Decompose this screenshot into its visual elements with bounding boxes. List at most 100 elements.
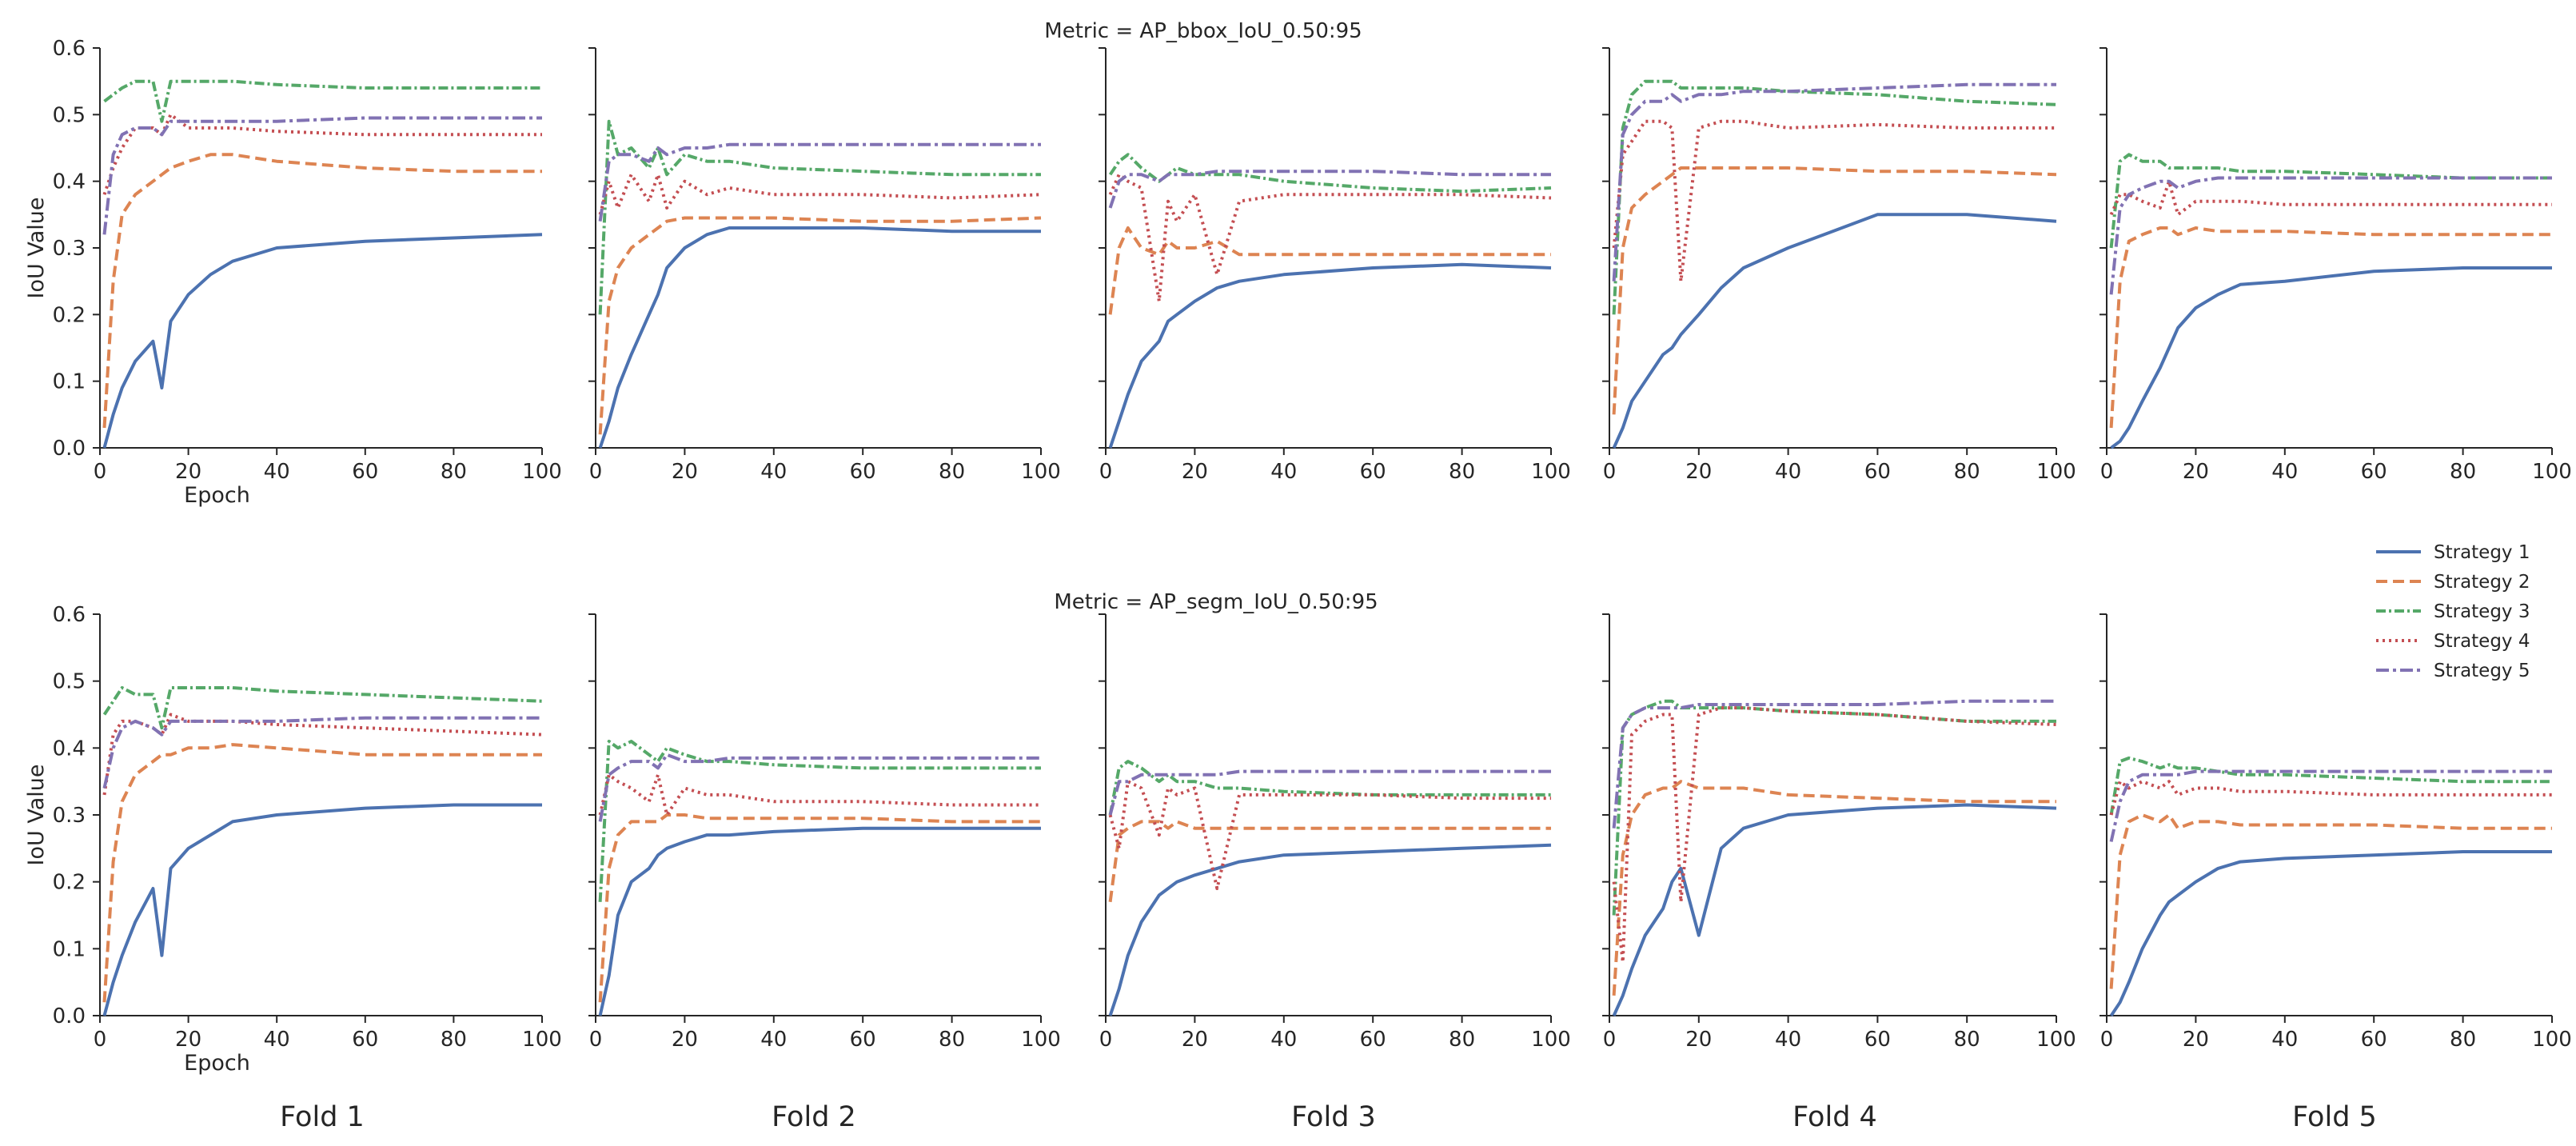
series-line-strategy-1	[1108, 843, 1552, 1016]
chart-panel-row1-fold3: 0 20 40 60 80 100	[1099, 47, 1571, 484]
chart-panel-row2-fold2: 0 20 40 60 80 100	[588, 613, 1061, 1052]
series-line-strategy-3	[1612, 699, 2056, 916]
series-line-strategy-1	[2109, 850, 2552, 1017]
x-tick-label: 60	[352, 460, 378, 484]
series-line-strategy-3	[2109, 153, 2552, 249]
fold-label-5: Fold 5	[2292, 1101, 2377, 1133]
series-line-strategy-4	[2109, 179, 2552, 217]
chart-panel-row2-fold4: 0 20 40 60 80 100	[1602, 613, 2076, 1052]
x-tick-label: 0	[94, 1028, 107, 1052]
x-tick-label: 100	[1021, 460, 1061, 484]
legend-label: Strategy 4	[2434, 631, 2530, 652]
series-line-strategy-3	[102, 686, 543, 730]
x-tick-label: 60	[850, 460, 876, 484]
fold-label-4: Fold 4	[1792, 1101, 1877, 1133]
legend-label: Strategy 5	[2434, 661, 2530, 681]
series-line-strategy-3	[1612, 79, 2057, 315]
x-tick-label: 0	[2100, 1028, 2114, 1052]
y-tick-label: 0.6	[53, 603, 86, 627]
x-tick-label: 100	[1531, 1028, 1571, 1052]
x-tick-label: 80	[441, 460, 467, 484]
series-line-strategy-1	[2110, 266, 2552, 449]
x-tick-label: 80	[1954, 460, 1980, 484]
series-line-strategy-4	[1612, 706, 2057, 964]
x-tick-label: 0	[2100, 460, 2114, 484]
series-line-strategy-5	[2109, 769, 2552, 842]
chart-panel-row1-fold2: 0 20 40 60 80 100	[588, 47, 1061, 484]
series-line-strategy-5	[1612, 699, 2056, 829]
y-axis-label: IoU Value	[24, 198, 49, 299]
x-tick-label: 60	[1360, 460, 1386, 484]
y-tick-label: 0.6	[53, 37, 86, 61]
series-line-strategy-2	[1108, 820, 1551, 903]
series-line-strategy-2	[2109, 813, 2552, 989]
y-tick-label: 0.1	[53, 370, 86, 394]
series-line-strategy-2	[1612, 166, 2057, 415]
x-tick-label: 0	[1603, 460, 1617, 484]
series-line-strategy-5	[598, 753, 1041, 822]
series-line-strategy-3	[1108, 760, 1551, 816]
x-axis-label: Epoch	[184, 1051, 250, 1076]
x-tick-label: 20	[672, 1028, 698, 1052]
x-tick-label: 20	[2183, 460, 2209, 484]
legend-label: Strategy 3	[2434, 601, 2530, 622]
series-line-strategy-4	[2109, 780, 2552, 816]
series-line-strategy-3	[103, 79, 542, 123]
series-line-strategy-3	[598, 740, 1041, 902]
x-tick-label: 20	[1685, 1028, 1712, 1052]
series-line-strategy-1	[1108, 262, 1552, 449]
x-tick-label: 40	[1775, 460, 1801, 484]
y-tick-label: 0.2	[53, 871, 86, 895]
series-line-strategy-1	[1612, 803, 2057, 1016]
x-tick-label: 100	[522, 460, 562, 484]
x-tick-label: 100	[1021, 1028, 1061, 1052]
chart-panel-row2-fold5: 0 20 40 60 80 100	[2099, 613, 2572, 1052]
x-tick-label: 20	[672, 460, 698, 484]
y-tick-label: 0.1	[53, 937, 86, 961]
series-line-strategy-2	[2109, 226, 2552, 429]
x-tick-label: 60	[1864, 460, 1891, 484]
series-line-strategy-3	[2109, 756, 2552, 816]
series-line-strategy-4	[102, 713, 543, 796]
series-line-strategy-1	[1612, 213, 2057, 449]
x-tick-label: 40	[264, 1028, 290, 1052]
chart-panel-row2-fold3: 0 20 40 60 80 100	[1099, 613, 1571, 1052]
chart-panels: 0 20 40 60 80 100 0.0 0.1 0.2 0.3 0.4 0.5 0.6 IoU Val…	[24, 37, 2572, 1076]
chart-panel-row1-fold4: 0 20 40 60 80 100	[1602, 47, 2076, 484]
x-tick-label: 20	[1182, 460, 1208, 484]
x-tick-label: 60	[352, 1028, 378, 1052]
x-tick-label: 60	[1360, 1028, 1386, 1052]
series-line-strategy-5	[598, 142, 1041, 222]
series-line-strategy-5	[1108, 769, 1551, 816]
y-tick-label: 0.5	[53, 103, 86, 127]
legend-label: Strategy 1	[2434, 542, 2530, 563]
x-tick-label: 40	[1270, 460, 1297, 484]
series-line-strategy-5	[102, 716, 542, 789]
y-tick-label: 0.3	[53, 237, 86, 261]
y-tick-label: 0.3	[53, 804, 86, 828]
x-tick-label: 20	[1685, 460, 1712, 484]
x-tick-label: 60	[1864, 1028, 1891, 1052]
row-title-bbox: Metric = AP_bbox_IoU_0.50:95	[1044, 19, 1362, 43]
series-line-strategy-2	[598, 216, 1042, 435]
x-tick-label: 60	[850, 1028, 876, 1052]
series-line-strategy-1	[598, 226, 1041, 449]
x-tick-label: 40	[1775, 1028, 1801, 1052]
y-tick-label: 0.0	[53, 437, 86, 461]
fold-label-3: Fold 3	[1291, 1101, 1376, 1133]
legend-entry-4: Strategy 4	[2376, 631, 2530, 652]
chart-panel-row1-fold1: 0 20 40 60 80 100 0.0 0.1 0.2 0.3 0.4 0.5 0.6 IoU Val…	[24, 37, 562, 508]
series-line-strategy-2	[102, 743, 542, 1003]
legend-entry-1: Strategy 1	[2376, 542, 2530, 563]
series-line-strategy-1	[598, 826, 1041, 1016]
x-tick-label: 80	[939, 1028, 965, 1052]
y-tick-label: 0.0	[53, 1004, 86, 1028]
x-tick-label: 20	[175, 460, 201, 484]
x-tick-label: 80	[2450, 460, 2476, 484]
series-line-strategy-4	[1108, 173, 1552, 303]
series-line-strategy-2	[598, 813, 1041, 1003]
x-tick-label: 60	[2361, 460, 2387, 484]
legend-entry-5: Strategy 5	[2376, 661, 2530, 681]
